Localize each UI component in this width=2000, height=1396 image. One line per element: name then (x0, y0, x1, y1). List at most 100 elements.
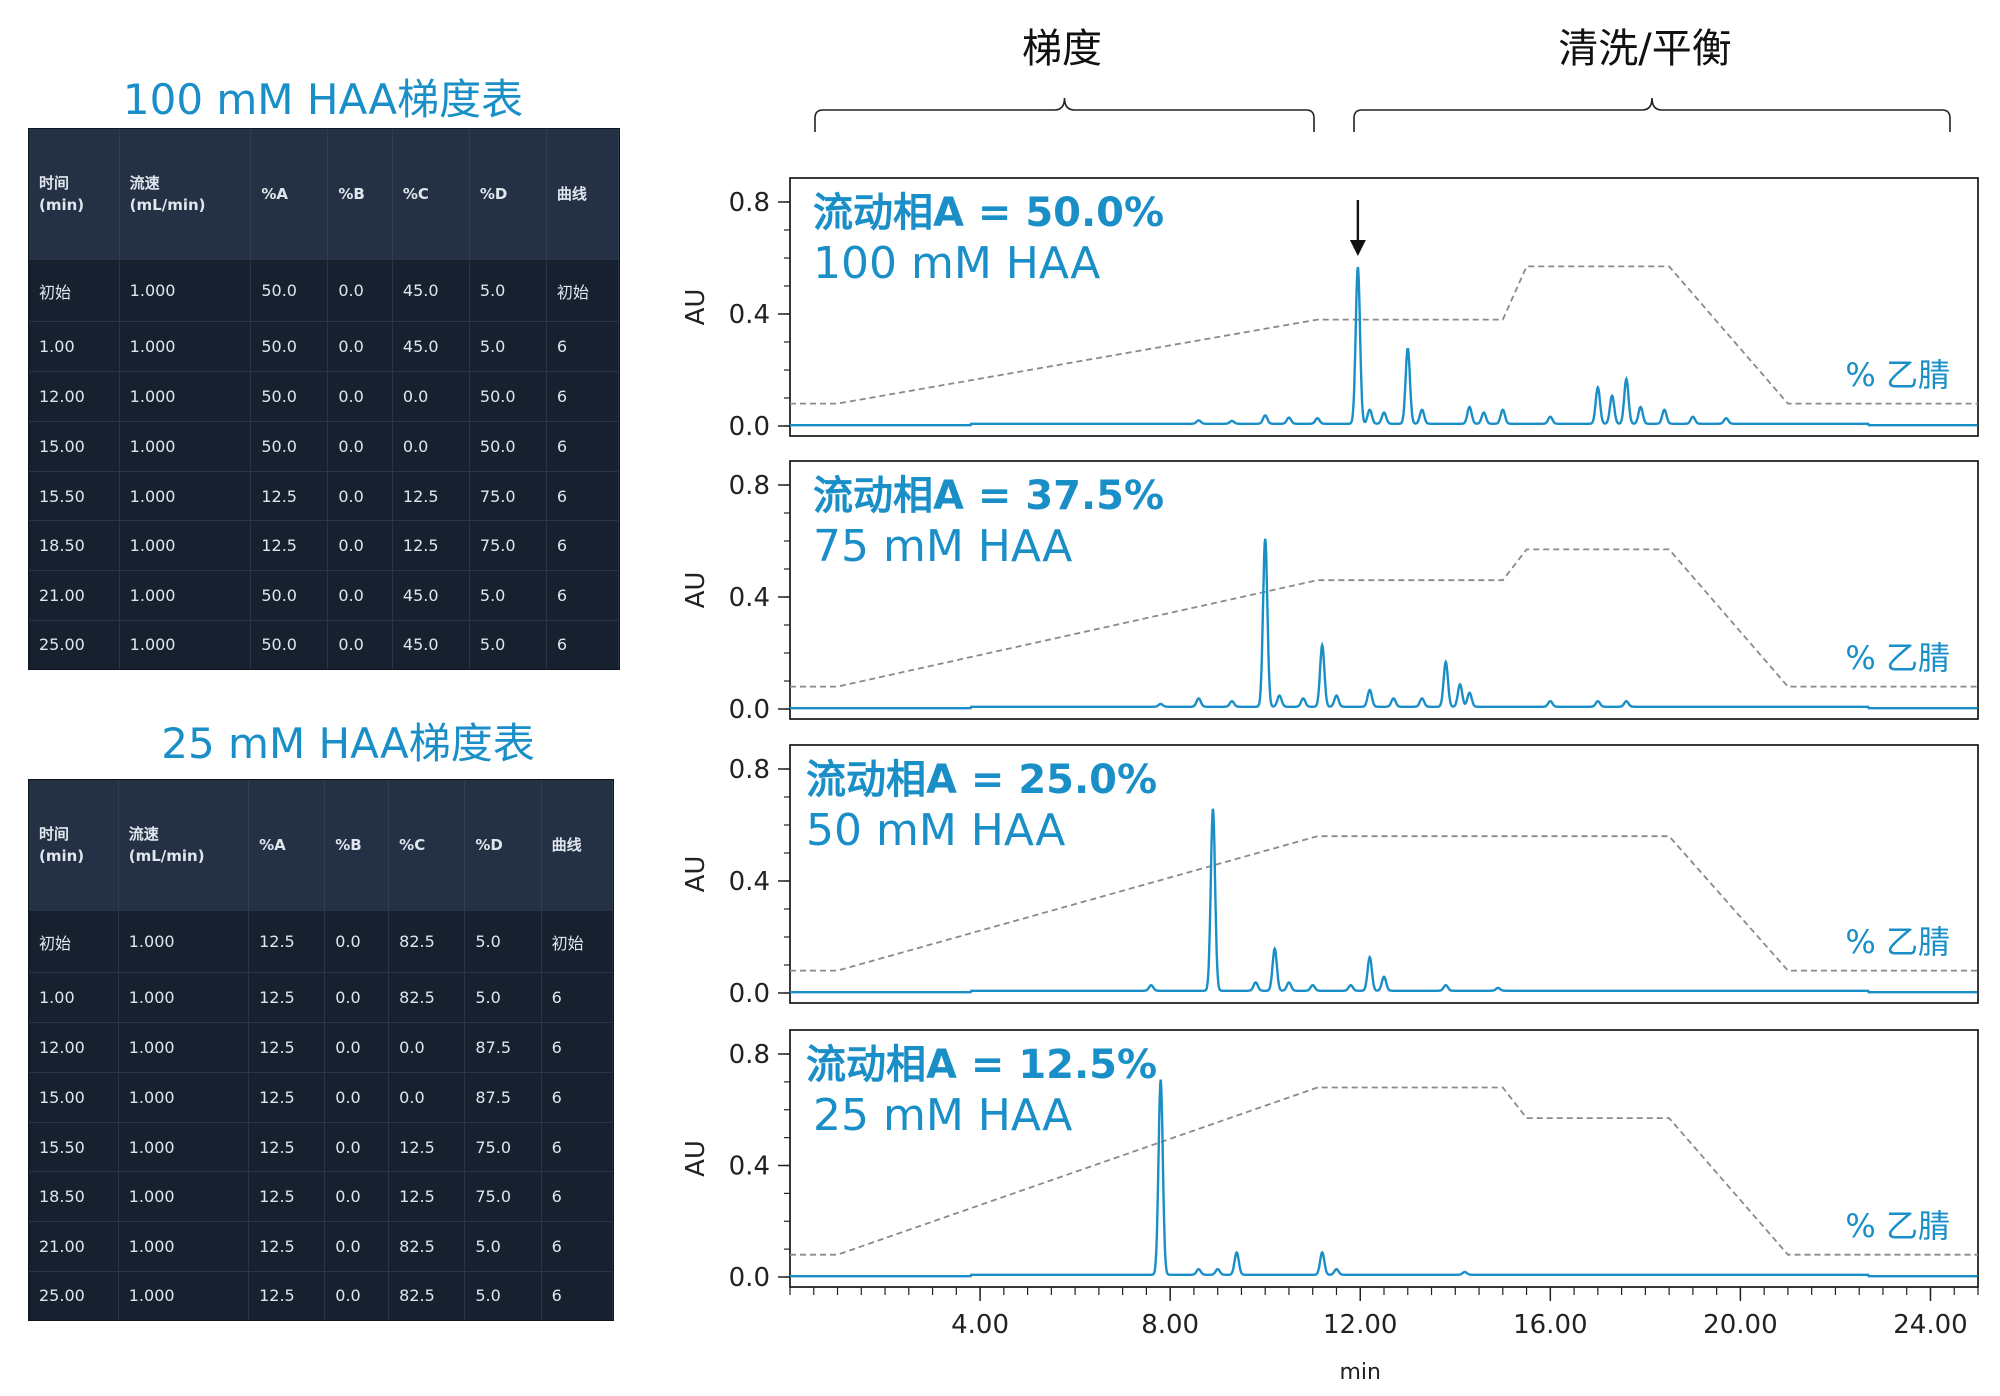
table-row: 15.00 1.000 50.0 0.0 0.0 50.0 6 (29, 420, 620, 472)
table-cell: 45.0 (392, 259, 470, 322)
table-cell: 0.0 (327, 520, 393, 571)
table-cell: 12.5 (248, 1022, 326, 1073)
column-header: %A (250, 129, 329, 260)
table-cell: 0.0 (324, 1022, 390, 1073)
x-tick-label: 8.00 (1141, 1310, 1199, 1340)
table-row: 18.50 1.000 12.5 0.0 12.5 75.0 6 (29, 1171, 614, 1222)
table-cell: 1.000 (118, 910, 250, 973)
table-cell: 50.0 (469, 371, 547, 422)
table-header-row: 时间 (min) 流速 (mL/min) %A %B %C %D 曲线 (29, 780, 614, 911)
table-row: 15.50 1.000 12.5 0.0 12.5 75.0 6 (29, 470, 620, 521)
table-cell: 12.5 (248, 1071, 326, 1123)
table-cell: 1.00 (29, 972, 119, 1023)
table-cell: 1.000 (118, 1270, 250, 1320)
table-row: 21.00 1.000 12.5 0.0 82.5 5.0 6 (29, 1221, 614, 1272)
panel-frame (789, 177, 1979, 437)
table-cell: 1.000 (119, 420, 252, 472)
column-header: %C (388, 780, 466, 911)
column-header: %C (392, 129, 470, 260)
table-cell: 75.0 (464, 1171, 542, 1222)
table-cell: 5.0 (464, 1270, 542, 1320)
table-cell: 45.0 (392, 619, 470, 669)
y-axis-label: AU (681, 1140, 711, 1177)
chromatogram-trace (790, 538, 1978, 710)
mobile-phase-label: 流动相A = 50.0% (813, 190, 1164, 236)
y-axis-label: AU (681, 572, 711, 609)
table-cell: 15.50 (29, 470, 120, 521)
y-tick-label: 0.4 (729, 1152, 770, 1182)
haa-concentration-label: 50 mM HAA (806, 805, 1065, 856)
table-cell: 0.0 (327, 371, 393, 422)
y-axis-label: AU (681, 289, 711, 326)
table-cell: 6 (546, 570, 620, 621)
x-tick-label: 24.00 (1893, 1310, 1967, 1340)
y-axis-label: AU (681, 856, 711, 893)
table-row: 25.00 1.000 50.0 0.0 45.0 5.0 6 (29, 619, 620, 669)
table-row: 21.00 1.000 50.0 0.0 45.0 5.0 6 (29, 570, 620, 621)
table-cell: 12.5 (388, 1171, 466, 1222)
y-tick-label: 0.8 (729, 188, 770, 218)
table-cell: 15.00 (29, 420, 120, 472)
table-cell: 初始 (29, 259, 120, 322)
column-header: 时间 (min) (29, 780, 119, 911)
table-cell: 0.0 (324, 1121, 390, 1172)
acetonitrile-label: % 乙腈 (1845, 923, 1950, 961)
table-cell: 12.5 (248, 1171, 326, 1222)
table-cell: 1.000 (119, 321, 252, 372)
y-tick-label: 0.4 (729, 300, 770, 330)
table-cell: 25.00 (29, 1270, 119, 1320)
y-tick-label: 0.8 (729, 471, 770, 501)
table-cell: 5.0 (469, 619, 547, 669)
acetonitrile-gradient-line (790, 835, 1978, 972)
column-header: 曲线 (546, 129, 620, 260)
table-header-row: 时间 (min) 流速 (mL/min) %A %B %C %D 曲线 (29, 129, 620, 260)
gradient-table-25mm-grid: 时间 (min) 流速 (mL/min) %A %B %C %D 曲线 初始 1.000 12.5 0.… (29, 780, 614, 1320)
table-cell: 12.5 (392, 470, 470, 521)
table-cell: 15.50 (29, 1121, 119, 1172)
table-cell: 0.0 (324, 972, 390, 1023)
table-cell: 21.00 (29, 1221, 119, 1272)
gradient-brace (814, 97, 1315, 132)
table-cell: 5.0 (469, 321, 547, 372)
table-row: 18.50 1.000 12.5 0.0 12.5 75.0 6 (29, 520, 620, 571)
table-cell: 87.5 (464, 1022, 542, 1073)
table-cell: 5.0 (469, 259, 547, 322)
column-header: %B (327, 129, 393, 260)
table-cell: 1.000 (118, 1121, 250, 1172)
table-cell: 12.5 (250, 520, 329, 571)
table-cell: 82.5 (388, 910, 466, 973)
table-cell: 6 (546, 619, 620, 669)
y-tick-label: 0.0 (729, 695, 770, 725)
acetonitrile-gradient-line (790, 265, 1978, 405)
table-cell: 1.00 (29, 321, 120, 372)
table-cell: 0.0 (327, 321, 393, 372)
table-cell: 6 (546, 470, 620, 521)
acetonitrile-gradient-line (790, 548, 1978, 688)
panel-frame (789, 744, 1979, 1004)
table-row: 12.00 1.000 12.5 0.0 0.0 87.5 6 (29, 1022, 614, 1073)
y-tick-label: 0.0 (729, 1263, 770, 1293)
table-cell: 12.5 (248, 972, 326, 1023)
table-cell: 50.0 (250, 321, 329, 372)
chromatogram-trace (790, 1079, 1978, 1278)
gradient-table-100mm: 时间 (min) 流速 (mL/min) %A %B %C %D 曲线 初始 1.000 50.0 0.… (28, 128, 620, 670)
table-cell: 12.00 (29, 371, 120, 422)
table-cell: 1.000 (119, 371, 252, 422)
y-tick-label: 0.0 (729, 412, 770, 442)
table-cell: 0.0 (327, 570, 393, 621)
table-cell: 12.5 (392, 520, 470, 571)
table-cell: 15.00 (29, 1071, 119, 1123)
table-cell: 1.000 (119, 619, 252, 669)
table-cell: 0.0 (327, 259, 393, 322)
table-cell: 75.0 (469, 520, 547, 571)
table-cell: 50.0 (250, 420, 329, 472)
table-title-25mm: 25 mM HAA梯度表 (161, 719, 535, 768)
wash-brace (1353, 97, 1951, 132)
table-cell: 12.5 (248, 910, 326, 973)
table-cell: 0.0 (324, 1270, 390, 1320)
table-row: 1.00 1.000 50.0 0.0 45.0 5.0 6 (29, 321, 620, 372)
mobile-phase-label: 流动相A = 25.0% (806, 757, 1157, 803)
table-cell: 18.50 (29, 520, 120, 571)
table-cell: 12.5 (250, 470, 329, 521)
